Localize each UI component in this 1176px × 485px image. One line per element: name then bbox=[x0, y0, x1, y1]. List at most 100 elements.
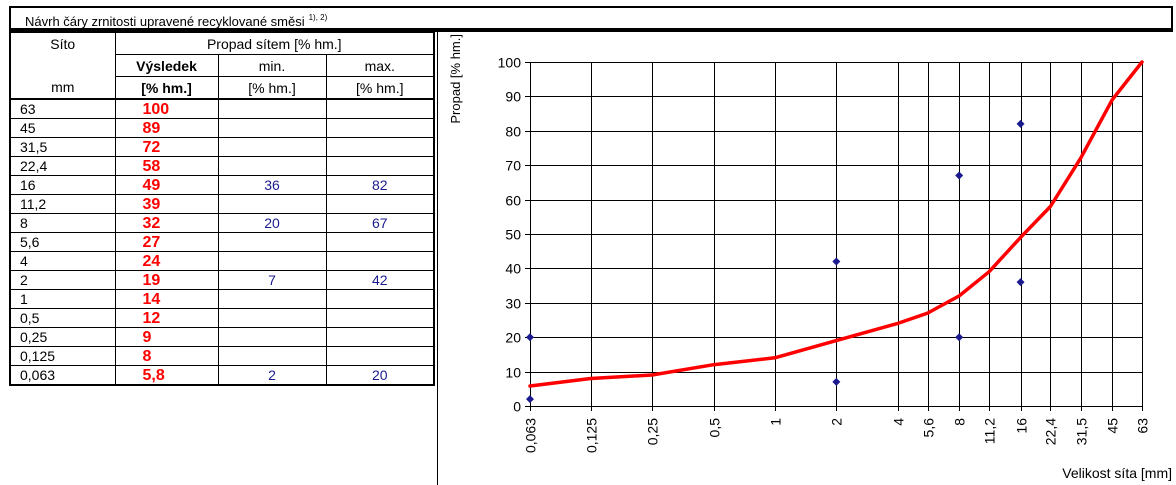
min-cell bbox=[217, 251, 327, 271]
table-row: 4 24 bbox=[9, 251, 435, 271]
y-axis-label: Propad [% hm.] bbox=[448, 34, 463, 124]
y-tick-label: 20 bbox=[505, 330, 521, 346]
header-row-1: Síto Propad sítem [% hm.] bbox=[9, 32, 435, 55]
col-group-header: Propad sítem [% hm.] bbox=[114, 32, 435, 55]
max-cell bbox=[325, 308, 435, 328]
table-row: 5,6 27 bbox=[9, 232, 435, 252]
max-cell bbox=[325, 156, 435, 176]
y-tick-label: 10 bbox=[505, 365, 521, 381]
sieve-size-cell: 2 bbox=[9, 270, 116, 290]
title-divider bbox=[9, 28, 1173, 32]
result-cell: 58 bbox=[114, 156, 219, 176]
sieve-size-cell: 0,125 bbox=[9, 346, 116, 366]
max-cell bbox=[325, 289, 435, 309]
x-tick-label: 8 bbox=[952, 418, 968, 426]
max-cell: 42 bbox=[325, 270, 435, 290]
max-cell: 20 bbox=[325, 365, 435, 386]
min-cell bbox=[217, 289, 327, 309]
y-tick-label: 90 bbox=[505, 89, 521, 105]
sieve-size-cell: 0,063 bbox=[9, 365, 116, 386]
min-cell: 36 bbox=[217, 175, 327, 195]
max-cell bbox=[325, 137, 435, 157]
x-tick-label: 45 bbox=[1105, 418, 1121, 434]
result-cell: 49 bbox=[114, 175, 219, 195]
min-cell bbox=[217, 327, 327, 347]
sieve-size-cell: 0,25 bbox=[9, 327, 116, 347]
col-result-header: Výsledek bbox=[114, 54, 219, 77]
sieve-size-cell: 8 bbox=[9, 213, 116, 233]
table-row: 0,5 12 bbox=[9, 308, 435, 328]
title-footnote: 1), 2) bbox=[308, 13, 328, 22]
x-tick-label: 2 bbox=[829, 418, 845, 426]
min-cell: 20 bbox=[217, 213, 327, 233]
result-cell: 5,8 bbox=[114, 365, 219, 386]
table-row: 1 14 bbox=[9, 289, 435, 309]
x-tick-label: 5,6 bbox=[921, 418, 937, 438]
result-cell: 14 bbox=[114, 289, 219, 309]
limit-marker-point bbox=[526, 395, 534, 404]
sieve-table: Síto Propad sítem [% hm.] Výsledek min. … bbox=[9, 32, 435, 386]
table-row: 31,5 72 bbox=[9, 137, 435, 157]
col-result-unit: [% hm.] bbox=[114, 76, 219, 100]
x-tick-label: 22,4 bbox=[1043, 418, 1059, 445]
limit-marker-point bbox=[955, 171, 964, 180]
header-row-3: mm [% hm.] [% hm.] [% hm.] bbox=[9, 76, 435, 100]
min-cell: 7 bbox=[217, 270, 327, 290]
y-tick-label: 30 bbox=[505, 296, 521, 312]
title-text: Návrh čáry zrnitosti upravené recyklovan… bbox=[25, 14, 305, 29]
col-sito-unit: mm bbox=[9, 76, 116, 100]
sieve-size-cell: 1 bbox=[9, 289, 116, 309]
result-cell: 72 bbox=[114, 137, 219, 157]
x-tick-label: 1 bbox=[768, 418, 784, 426]
min-cell bbox=[217, 156, 327, 176]
max-cell bbox=[325, 251, 435, 271]
y-tick-label: 100 bbox=[498, 55, 522, 71]
table-row: 63 100 bbox=[9, 98, 435, 119]
col-sito-header: Síto bbox=[9, 32, 116, 55]
y-tick-label: 0 bbox=[513, 399, 521, 415]
limit-marker-point bbox=[1016, 119, 1025, 128]
table-row: 8 32 20 67 bbox=[9, 213, 435, 233]
result-cell: 32 bbox=[114, 213, 219, 233]
y-tick-label: 80 bbox=[505, 124, 521, 140]
sieve-size-cell: 31,5 bbox=[9, 137, 116, 157]
max-cell: 67 bbox=[325, 213, 435, 233]
result-cell: 39 bbox=[114, 194, 219, 214]
sieve-size-cell: 22,4 bbox=[9, 156, 116, 176]
limit-marker-point bbox=[955, 333, 964, 342]
min-cell bbox=[217, 308, 327, 328]
col-max-header: max. bbox=[325, 54, 435, 77]
col-min-unit: [% hm.] bbox=[217, 76, 327, 100]
y-tick-label: 50 bbox=[505, 227, 521, 243]
sieve-size-cell: 63 bbox=[9, 98, 116, 119]
result-cell: 8 bbox=[114, 346, 219, 366]
x-tick-label: 11,2 bbox=[982, 418, 998, 444]
limit-marker-point bbox=[832, 377, 841, 386]
x-tick-label: 0,25 bbox=[645, 418, 661, 445]
limit-marker-point bbox=[832, 257, 841, 266]
chart-svg: 0 10 20 30 40 50 60 70 80 90 100 0,063 0,125 0,25 0,5 1… bbox=[437, 32, 1172, 485]
sieve-size-cell: 0,5 bbox=[9, 308, 116, 328]
table-row: 0,063 5,8 2 20 bbox=[9, 365, 435, 386]
table-row: 11,2 39 bbox=[9, 194, 435, 214]
x-axis-label: Velikost síta [mm] bbox=[1062, 465, 1172, 481]
plot-frame bbox=[530, 62, 1143, 407]
result-cell: 19 bbox=[114, 270, 219, 290]
sieve-size-cell: 4 bbox=[9, 251, 116, 271]
max-cell bbox=[325, 118, 435, 138]
table-row: 0,125 8 bbox=[9, 346, 435, 366]
result-cell: 12 bbox=[114, 308, 219, 328]
header-row-2: Výsledek min. max. bbox=[9, 54, 435, 77]
col-min-header: min. bbox=[217, 54, 327, 77]
limit-marker-point bbox=[1016, 278, 1025, 287]
page-title: Návrh čáry zrnitosti upravené recyklovan… bbox=[9, 6, 1173, 29]
sieve-size-cell: 45 bbox=[9, 118, 116, 138]
max-cell bbox=[325, 98, 435, 119]
table-row: 22,4 58 bbox=[9, 156, 435, 176]
table-row: 2 19 7 42 bbox=[9, 270, 435, 290]
min-cell bbox=[217, 118, 327, 138]
col-max-unit: [% hm.] bbox=[325, 76, 435, 100]
min-cell bbox=[217, 346, 327, 366]
table-body: 63 100 45 89 31,5 72 22,4 58 16 49 36 82 11,2 39 8 32 20… bbox=[9, 98, 435, 386]
x-tick-label: 31,5 bbox=[1074, 418, 1090, 445]
